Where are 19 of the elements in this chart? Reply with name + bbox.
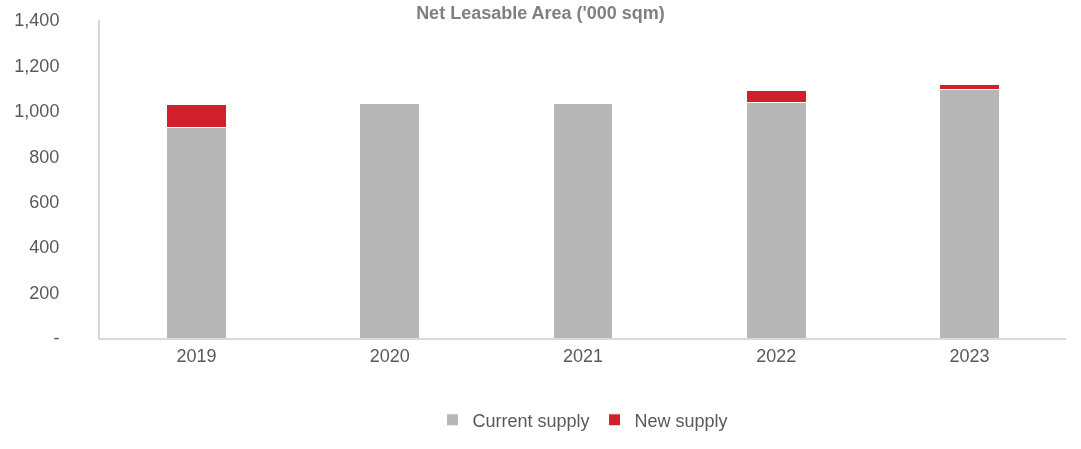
- y-tick-label: 1,200: [14, 55, 60, 76]
- bar: [359, 103, 421, 338]
- x-tick-label: 2020: [369, 345, 410, 366]
- y-tick-label: 1,000: [14, 101, 60, 122]
- x-tick-label: 2023: [949, 345, 990, 366]
- bar: [938, 88, 1000, 338]
- x-tick-label: 2019: [176, 345, 217, 366]
- legend-label: Current supply: [472, 410, 590, 431]
- y-tick-label: 400: [29, 237, 60, 258]
- y-tick-label: 1,400: [14, 10, 60, 31]
- x-tick-label: 2022: [756, 345, 797, 366]
- legend-label: New supply: [634, 410, 728, 431]
- bar: [552, 103, 614, 338]
- y-tick-label: -: [53, 328, 60, 349]
- chart-title: Net Leasable Area ('000 sqm): [416, 3, 665, 24]
- x-tick-label: 2021: [562, 345, 604, 366]
- y-tick-label: 600: [29, 192, 60, 213]
- y-tick-label: 200: [29, 282, 60, 303]
- y-tick-label: 800: [29, 146, 60, 167]
